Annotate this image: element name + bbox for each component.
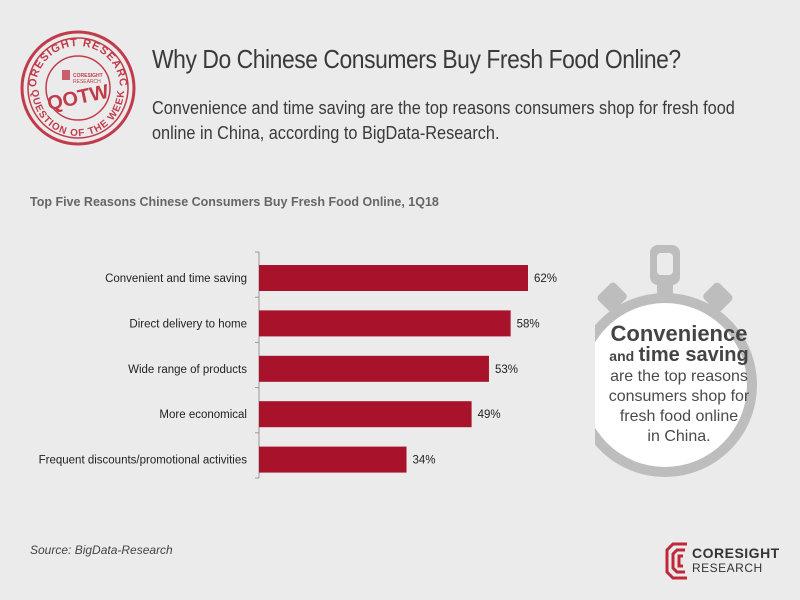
category-label: Frequent discounts/promotional activitie…	[39, 455, 248, 467]
logo-line1: CORESIGHT	[692, 545, 780, 561]
value-label: 34%	[413, 455, 436, 467]
logo-line2: RESEARCH	[692, 561, 763, 575]
qotw-badge: CORESIGHT RESEARCH QUESTION OF THE WEEK …	[18, 28, 136, 146]
callout-line3: are the top reasons	[610, 368, 748, 385]
bar	[259, 355, 489, 382]
bar	[259, 401, 472, 428]
source-note: Source: BigData-Research	[30, 543, 173, 557]
bar	[259, 446, 407, 473]
page-subtitle: Convenience and time saving are the top …	[152, 97, 735, 143]
category-label: Convenient and time saving	[105, 273, 247, 285]
callout-line6: in China.	[647, 428, 711, 445]
value-label: 49%	[478, 409, 501, 421]
callout-line2a: and	[609, 348, 635, 364]
chart-title: Top Five Reasons Chinese Consumers Buy F…	[30, 195, 439, 209]
callout-text: Convenience and time saving are the top …	[604, 323, 754, 447]
callout-line1: Convenience	[610, 321, 748, 346]
svg-text:RESEARCH: RESEARCH	[73, 79, 101, 85]
value-label: 53%	[495, 364, 518, 376]
category-label: Direct delivery to home	[129, 318, 247, 330]
category-label: Wide range of products	[128, 364, 247, 376]
value-label: 58%	[517, 318, 540, 330]
stopwatch-icon	[595, 245, 757, 477]
page-title: Why Do Chinese Consumers Buy Fresh Food …	[152, 44, 681, 74]
svg-text:CORESIGHT: CORESIGHT	[73, 73, 103, 79]
callout-line5: fresh food online	[619, 408, 739, 425]
callout-line4: consumers shop for	[608, 388, 750, 405]
coresight-logo-icon	[665, 542, 687, 580]
bar	[259, 265, 528, 291]
value-label: 62%	[534, 273, 557, 285]
callout-line2b: time saving	[638, 344, 749, 366]
category-label: More economical	[159, 409, 247, 421]
bar	[259, 310, 511, 337]
